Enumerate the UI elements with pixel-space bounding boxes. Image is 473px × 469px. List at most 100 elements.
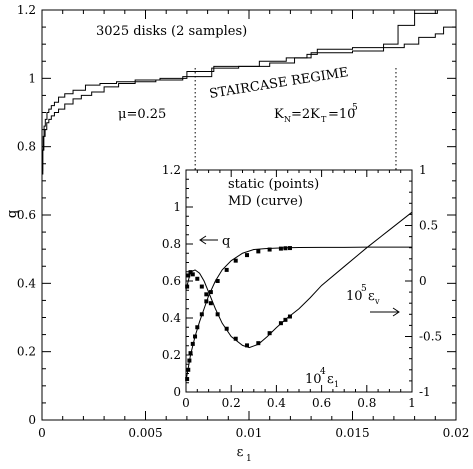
x-tick-label: 0.02 — [443, 426, 470, 440]
y-tick-label: 0 — [28, 413, 36, 427]
x-tick-label: 0 — [38, 426, 46, 440]
inset-y-left-tick-label: 1 — [173, 200, 181, 214]
inset-x-tick-label: 0 — [182, 396, 190, 410]
inset-q-point — [224, 267, 229, 272]
x-tick-label: 0.015 — [335, 426, 369, 440]
inset-x-tick-label: 0.2 — [222, 396, 241, 410]
mu-annotation: μ=0.25 — [118, 107, 166, 122]
inset-q-point — [199, 312, 204, 317]
inset-ev-point — [195, 276, 200, 281]
inset-y-left-tick-label: 1.2 — [162, 163, 181, 177]
inset-y-left-tick-label: 0.6 — [162, 274, 181, 288]
inset-q-point — [186, 367, 191, 372]
y-tick-label: 0.2 — [17, 345, 36, 359]
inset-x-tick-label: 0.6 — [312, 396, 331, 410]
inset-q-point — [190, 341, 195, 346]
inset-y-right-tick-label: 1 — [419, 163, 427, 177]
inset-x-label-base: 10 — [305, 372, 322, 387]
regime-annotation: STAIRCASE REGIME — [208, 65, 349, 102]
inset-ev-point — [267, 331, 272, 336]
stiffness-sub-N: N — [284, 115, 291, 124]
inset-ev-point — [185, 284, 190, 289]
inset-y-right-tick-label: 0 — [419, 274, 427, 288]
inset-q-curve — [185, 246, 412, 381]
stiffness-sub-T: T — [321, 115, 327, 124]
inset-y-left-tick-label: 0.2 — [162, 348, 181, 362]
inset-frame — [185, 169, 413, 393]
inset-q-point — [233, 258, 238, 263]
inset-q-point — [287, 246, 292, 251]
q-curve-sample-1 — [42, 9, 456, 172]
y-tick-label: 1 — [28, 71, 36, 85]
x-axis-label: ε — [237, 445, 244, 460]
x-tick-label: 0.01 — [236, 426, 263, 440]
inset-ev-label-sub: v — [374, 297, 380, 306]
y-axis-label: q — [5, 210, 20, 218]
y-tick-label: 1.2 — [17, 3, 36, 17]
stiffness-eq: =10 — [328, 107, 355, 122]
inset-ev-point — [204, 292, 209, 297]
y-tick-label: 0.8 — [17, 140, 36, 154]
inset-q-label: q — [222, 234, 230, 249]
stiffness-mid: =2K — [291, 107, 320, 122]
inset-q-point — [187, 358, 192, 363]
inset-ev-point — [224, 326, 229, 331]
inset-legend-md: MD (curve) — [228, 194, 303, 209]
y-tick-label: 0.6 — [17, 208, 36, 222]
inset-ev-point — [215, 312, 220, 317]
inset-x-tick-label: 0.8 — [357, 396, 376, 410]
inset-x-tick-label: 0.4 — [267, 396, 286, 410]
ev-arrow-right — [370, 307, 400, 317]
inset-ev-point — [186, 273, 191, 278]
inset-y-right-tick-label: -0.5 — [419, 330, 442, 344]
samples-annotation: 3025 disks (2 samples) — [96, 24, 247, 39]
inset-ev-point — [199, 284, 204, 289]
inset-q-point — [188, 351, 193, 356]
inset-q-point — [195, 325, 200, 330]
inset-q-point — [278, 246, 283, 251]
inset-x-label-symbol: ε — [327, 372, 334, 387]
inset-ev-point — [278, 321, 283, 326]
inset-y-right-tick-label: 0.5 — [419, 219, 438, 233]
inset-plot: 0 0.2 0.4 0.6 0.8 100.20.40.60.811.2-1-0.500.… — [162, 163, 442, 410]
inset-q-point — [208, 290, 213, 295]
inset-q-point — [245, 253, 250, 258]
main-annotations: 3025 disks (2 samples) μ=0.25 STAIRCASE RE… — [96, 24, 358, 124]
inset-q-point — [193, 334, 198, 339]
inset-q-point — [283, 246, 288, 251]
y-tick-label: 0.4 — [17, 276, 36, 290]
inset-x-label-sub: 1 — [334, 380, 339, 389]
x-axis-label-subscript: 1 — [246, 454, 252, 464]
inset-ev-point — [287, 314, 292, 319]
inset-ev-label-symbol: ε — [368, 289, 375, 304]
inset-q-point — [204, 299, 209, 304]
inset-y-left-tick-label: 0.8 — [162, 237, 181, 251]
stiffness-K: K — [274, 107, 284, 122]
inset-ev-point — [283, 317, 288, 322]
inset-x-label-exp: 4 — [320, 367, 326, 377]
inset-ev-label-base: 10 — [346, 289, 363, 304]
q-arrow-left — [199, 235, 218, 245]
inset-legend-static: static (points) — [228, 177, 319, 192]
inset-q-point — [215, 279, 220, 283]
inset-ev-point — [256, 341, 261, 346]
inset-y-left-tick-label: 0 — [173, 385, 181, 399]
inset-ev-label-exp: 5 — [361, 284, 367, 294]
inset-x-tick-label: 1 — [408, 396, 416, 410]
inset-ev-point — [233, 336, 238, 341]
inset-ev-curve — [185, 211, 413, 349]
inset-y-left-tick-label: 0.4 — [162, 311, 181, 325]
inset-ev-point — [188, 270, 193, 275]
inset-q-point — [267, 247, 272, 252]
inset-ev-point — [208, 301, 213, 306]
inset-q-point — [256, 249, 261, 254]
x-tick-label: 0.005 — [128, 426, 162, 440]
inset-ev-point — [190, 272, 195, 277]
stiffness-exp: 5 — [352, 103, 358, 113]
q-curve-sample-2 — [42, 26, 456, 175]
inset-q-point — [185, 377, 190, 382]
inset-ev-point — [245, 343, 250, 348]
inset-y-right-tick-label: -1 — [419, 385, 431, 399]
